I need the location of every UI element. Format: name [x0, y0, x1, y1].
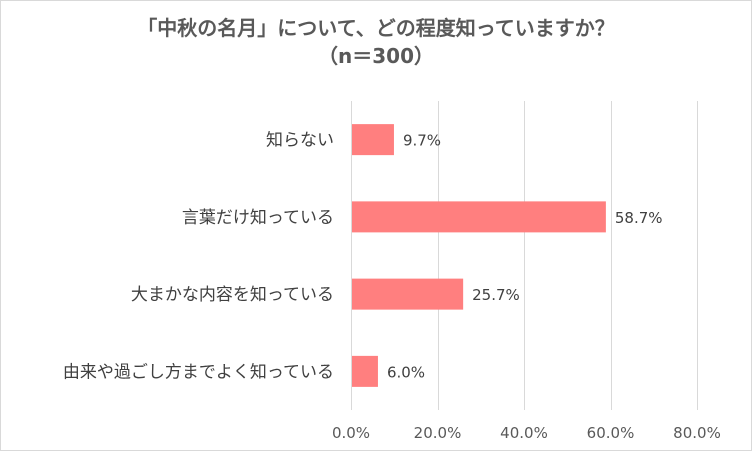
bar [352, 201, 606, 233]
x-tick-label: 80.0% [673, 424, 721, 442]
x-tick-label: 40.0% [500, 424, 548, 442]
x-tick-label: 60.0% [587, 424, 635, 442]
chart-title: 「中秋の名月」について、どの程度知っていますか？ [137, 16, 615, 40]
data-label: 9.7% [403, 132, 441, 150]
category-label: 由来や過ごし方までよく知っている [63, 362, 334, 382]
data-label: 6.0% [387, 363, 425, 381]
bar [352, 355, 378, 387]
category-label: 知らない [266, 131, 334, 151]
chart-subtitle: （n＝300） [318, 44, 434, 68]
data-label: 58.7% [615, 209, 663, 227]
x-tick-label: 20.0% [414, 424, 462, 442]
bar [352, 124, 394, 156]
chart-title-block: 「中秋の名月」について、どの程度知っていますか？ （n＝300） [0, 14, 752, 70]
category-label: 大まかな内容を知っている [131, 285, 334, 305]
data-label: 25.7% [472, 286, 520, 304]
x-tick-label: 0.0% [332, 424, 370, 442]
bar [352, 278, 464, 310]
category-label: 言葉だけ知っている [182, 208, 334, 228]
